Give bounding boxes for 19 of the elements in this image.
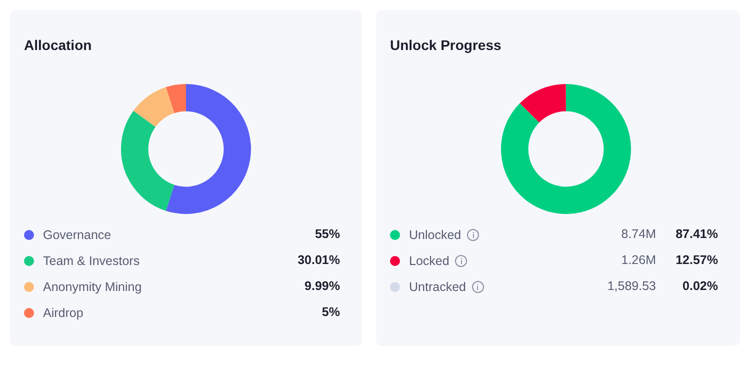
data-label: 5% [322,305,340,319]
legend-label: Anonymity Mining [43,280,142,294]
text: 1,589.53 [607,279,656,293]
data-label: 9.99% [304,279,340,293]
chart-title: Allocation [24,37,92,53]
data-label: 12.57% [676,253,718,267]
text: 1.26M [621,253,656,267]
legend-label: Governance [43,228,112,242]
text: 8.74M [621,227,656,241]
data-label: 30.01% [298,253,340,267]
legend-label: Locked [409,254,450,268]
legend-label: Unlocked [409,228,462,242]
data-label: 87.41% [676,227,718,241]
legend-label: Untracked [409,280,466,294]
data-label: 0.02% [682,279,718,293]
data-label: 55% [314,227,340,241]
chart-title: Unlock Progress [390,37,502,53]
legend-label: Team & Investors [43,254,140,268]
legend-label: Airdrop [43,306,84,320]
